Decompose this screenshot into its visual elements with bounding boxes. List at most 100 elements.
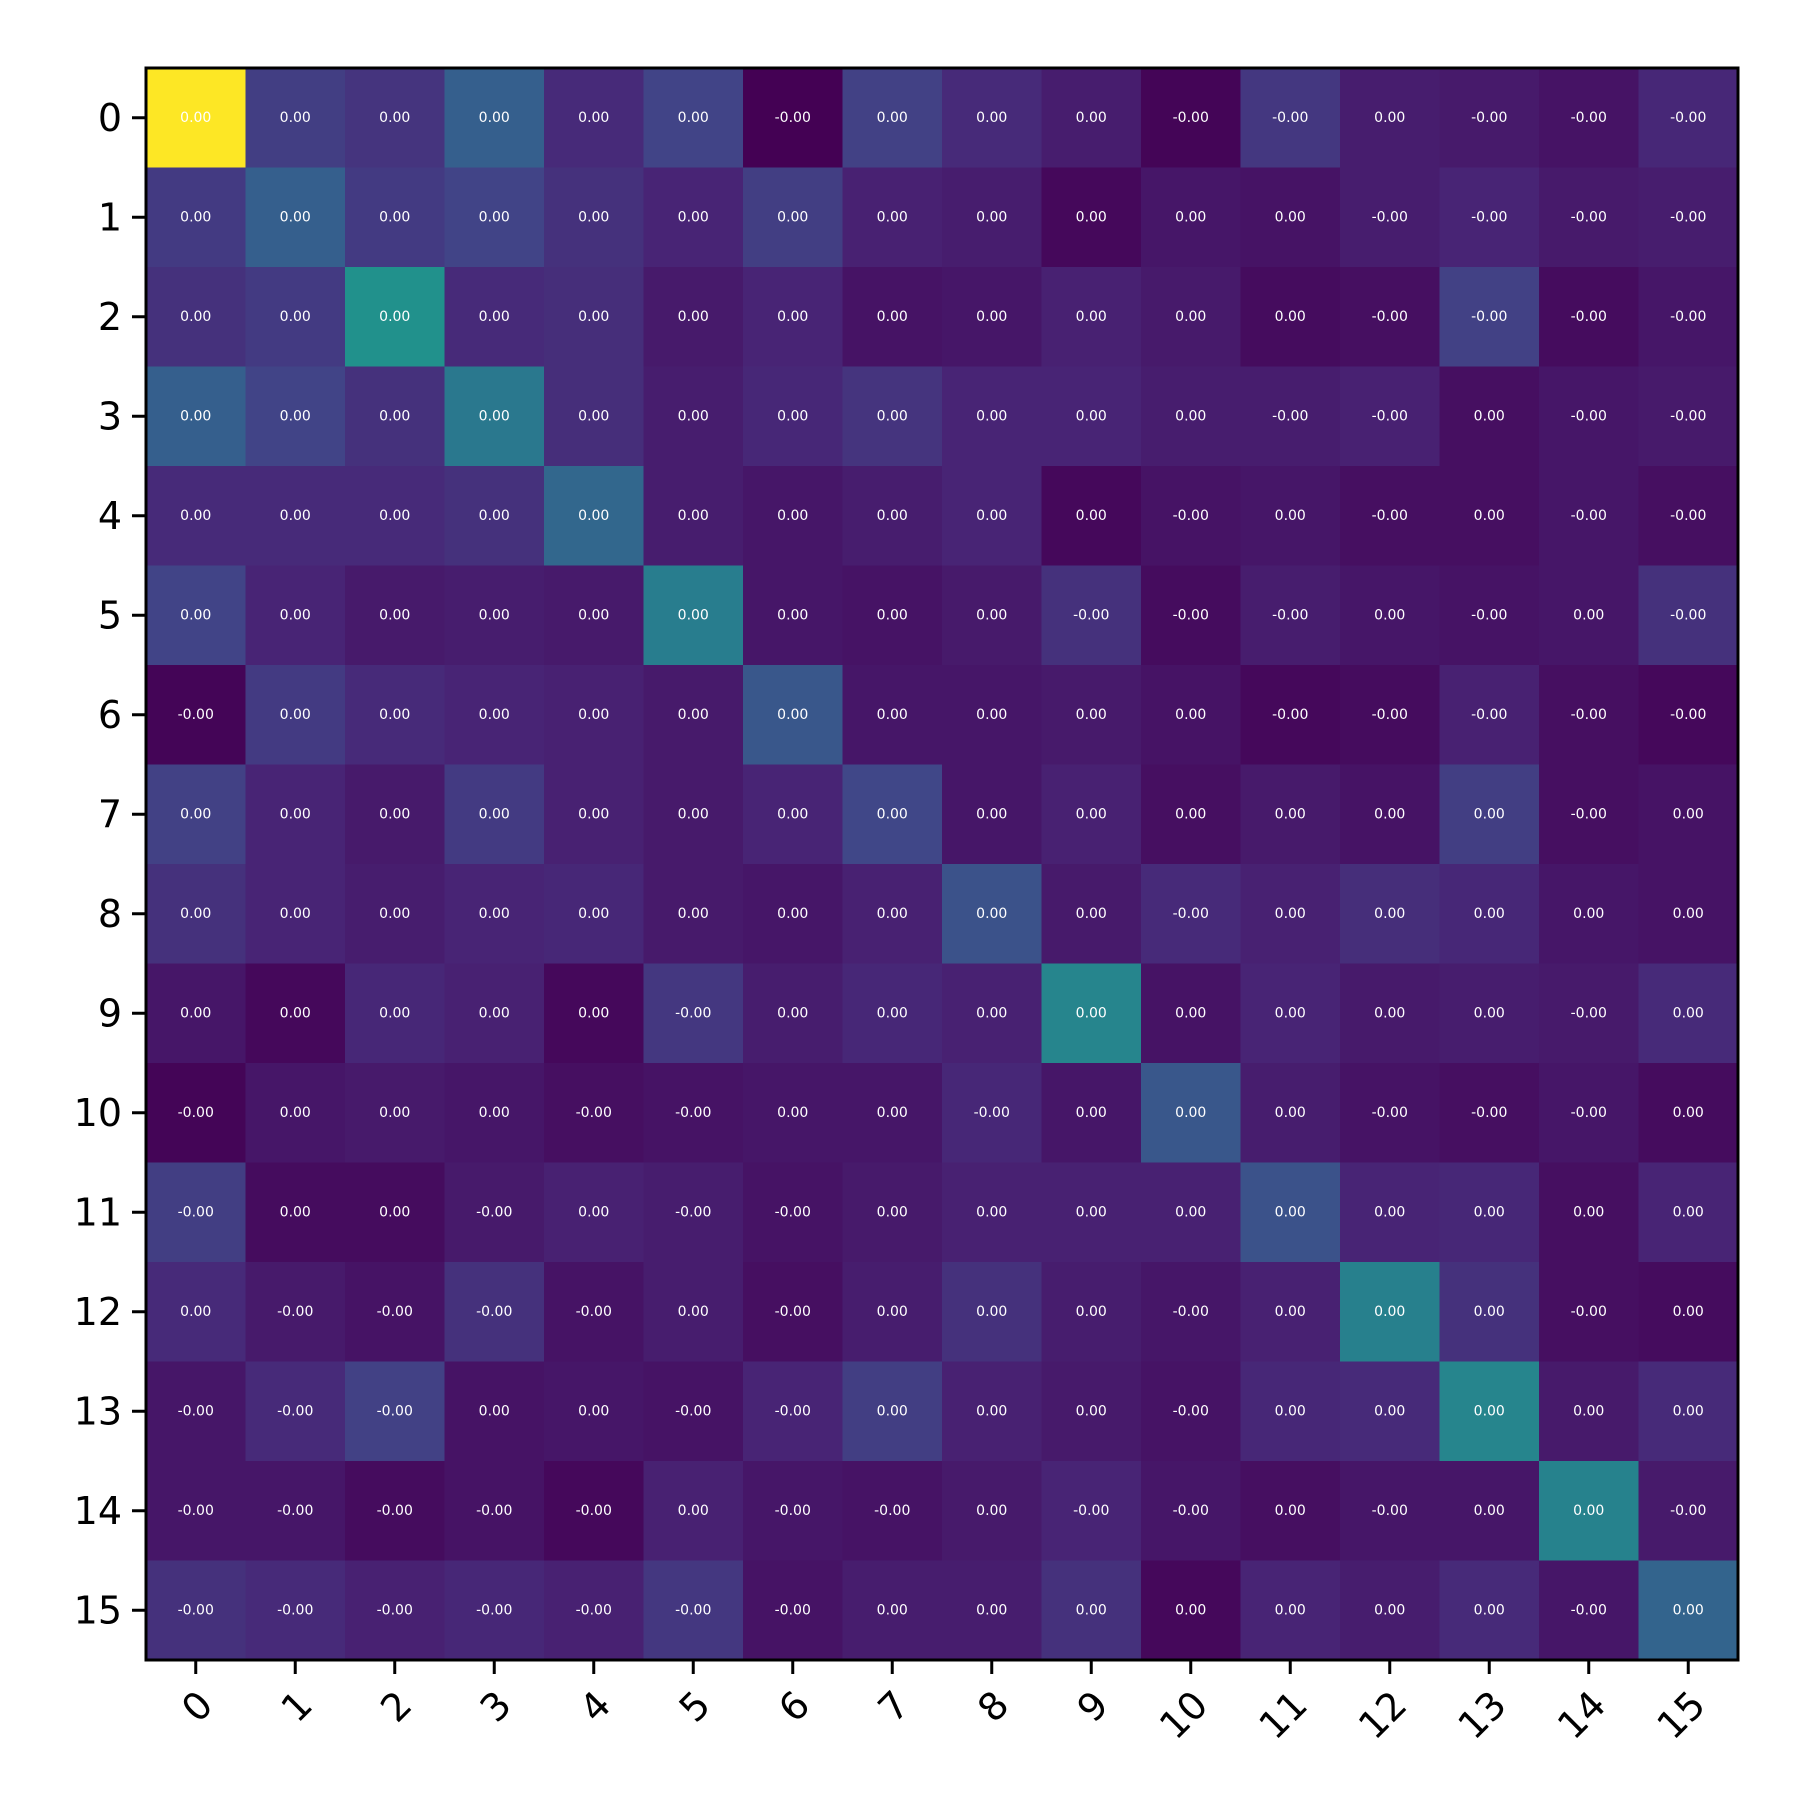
x-tick-label-5: 5	[671, 1682, 719, 1730]
cell-value-label-7-12: 0.00	[1374, 806, 1405, 822]
cell-value-label-4-0: 0.00	[180, 508, 211, 524]
heatmap-cell-13-7	[842, 1361, 943, 1462]
heatmap-cell-0-6	[743, 68, 844, 169]
cell-value-label-15-3: -0.00	[476, 1602, 512, 1618]
heatmap-cell-14-8	[942, 1461, 1043, 1562]
cell-value-label-2-14: -0.00	[1571, 309, 1607, 325]
cell-value-label-14-13: 0.00	[1474, 1503, 1505, 1519]
heatmap-cell-5-9	[1041, 565, 1142, 666]
cell-value-label-8-8: 0.00	[976, 906, 1007, 922]
cell-value-label-0-9: 0.00	[1076, 110, 1107, 126]
cell-value-label-11-14: 0.00	[1573, 1204, 1604, 1220]
heatmap-cell-6-0	[146, 665, 247, 766]
cell-value-label-6-6: 0.00	[777, 707, 808, 723]
cell-value-label-10-15: 0.00	[1673, 1105, 1704, 1121]
heatmap-cell-7-1	[245, 764, 346, 865]
cell-value-label-11-2: 0.00	[379, 1204, 410, 1220]
heatmap-cell-15-4	[544, 1560, 645, 1661]
cell-value-label-3-14: -0.00	[1571, 408, 1607, 424]
cell-value-label-7-15: 0.00	[1673, 806, 1704, 822]
heatmap-cell-15-2	[345, 1560, 446, 1661]
heatmap-cell-6-8	[942, 665, 1043, 766]
cell-value-label-9-4: 0.00	[578, 1005, 609, 1021]
cell-value-label-8-13: 0.00	[1474, 906, 1505, 922]
y-tick-label-9: 9	[98, 991, 122, 1035]
heatmap-cell-10-9	[1041, 1063, 1142, 1164]
heatmap-cell-7-9	[1041, 764, 1142, 865]
cell-value-label-5-8: 0.00	[976, 607, 1007, 623]
cell-value-label-14-12: -0.00	[1372, 1503, 1408, 1519]
heatmap-cell-labels: 0.00 0.00 0.00 0.00 0.00 0.00 -0.00 0.00 0.00 0.0…	[178, 110, 1707, 1619]
cell-value-label-9-3: 0.00	[479, 1005, 510, 1021]
cell-value-label-14-6: -0.00	[775, 1503, 811, 1519]
cell-value-label-2-5: 0.00	[678, 309, 709, 325]
heatmap-cell-7-0	[146, 764, 247, 865]
heatmap-cell-7-12	[1340, 764, 1441, 865]
x-tick-label-8: 8	[969, 1682, 1017, 1730]
heatmap-cell-1-8	[942, 167, 1043, 268]
heatmap-cell-15-7	[842, 1560, 943, 1661]
heatmap-cell-15-10	[1141, 1560, 1242, 1661]
cell-value-label-10-8: -0.00	[974, 1105, 1010, 1121]
heatmap-cell-4-13	[1439, 466, 1540, 567]
cell-value-label-5-5: 0.00	[678, 607, 709, 623]
cell-value-label-10-7: 0.00	[877, 1105, 908, 1121]
heatmap-cell-2-6	[743, 267, 844, 368]
heatmap-cell-11-12	[1340, 1162, 1441, 1263]
cell-value-label-5-2: 0.00	[379, 607, 410, 623]
cell-value-label-0-2: 0.00	[379, 110, 410, 126]
cell-value-label-12-7: 0.00	[877, 1304, 908, 1320]
heatmap-cell-0-5	[643, 68, 744, 169]
heatmap-cell-14-13	[1439, 1461, 1540, 1562]
cell-value-label-6-12: -0.00	[1372, 707, 1408, 723]
cell-value-label-7-2: 0.00	[379, 806, 410, 822]
cell-value-label-7-14: -0.00	[1571, 806, 1607, 822]
heatmap-cell-14-7	[842, 1461, 943, 1562]
cell-value-label-15-1: -0.00	[277, 1602, 313, 1618]
heatmap-cell-13-5	[643, 1361, 744, 1462]
cell-value-label-8-1: 0.00	[280, 906, 311, 922]
x-tick-label-14: 14	[1549, 1682, 1614, 1747]
y-tick-label-12: 12	[74, 1290, 122, 1334]
cell-value-label-10-11: 0.00	[1275, 1105, 1306, 1121]
cell-value-label-13-15: 0.00	[1673, 1403, 1704, 1419]
heatmap-cell-14-6	[743, 1461, 844, 1562]
heatmap-cell-11-9	[1041, 1162, 1142, 1263]
heatmap-cell-7-10	[1141, 764, 1242, 865]
heatmap-cell-11-2	[345, 1162, 446, 1263]
heatmap-cell-13-6	[743, 1361, 844, 1462]
cell-value-label-3-12: -0.00	[1372, 408, 1408, 424]
cell-value-label-11-8: 0.00	[976, 1204, 1007, 1220]
heatmap-cell-15-9	[1041, 1560, 1142, 1661]
heatmap-cell-4-5	[643, 466, 744, 567]
heatmap-cell-6-14	[1539, 665, 1640, 766]
heatmap-cell-11-3	[444, 1162, 545, 1263]
heatmap-cell-1-12	[1340, 167, 1441, 268]
cell-value-label-12-13: 0.00	[1474, 1304, 1505, 1320]
heatmap-cell-10-13	[1439, 1063, 1540, 1164]
heatmap-cell-11-4	[544, 1162, 645, 1263]
heatmap-cell-8-3	[444, 864, 545, 965]
heatmap-cell-8-0	[146, 864, 247, 965]
cell-value-label-4-1: 0.00	[280, 508, 311, 524]
cell-value-label-12-2: -0.00	[377, 1304, 413, 1320]
heatmap-cell-15-14	[1539, 1560, 1640, 1661]
heatmap-cell-7-2	[345, 764, 446, 865]
cell-value-label-13-9: 0.00	[1076, 1403, 1107, 1419]
heatmap-cell-3-9	[1041, 366, 1142, 467]
y-tick-label-13: 13	[74, 1389, 122, 1433]
cell-value-label-3-3: 0.00	[479, 408, 510, 424]
cell-value-label-1-14: -0.00	[1571, 209, 1607, 225]
cell-value-label-10-2: 0.00	[379, 1105, 410, 1121]
heatmap-cell-4-7	[842, 466, 943, 567]
heatmap-cell-12-11	[1240, 1262, 1341, 1363]
heatmap-cell-7-15	[1638, 764, 1739, 865]
cell-value-label-8-15: 0.00	[1673, 906, 1704, 922]
y-tick-label-4: 4	[98, 494, 122, 538]
y-tick-label-6: 6	[98, 693, 122, 737]
heatmap-cell-3-14	[1539, 366, 1640, 467]
heatmap-cell-9-3	[444, 963, 545, 1064]
heatmap-cell-8-5	[643, 864, 744, 965]
cell-value-label-15-15: 0.00	[1673, 1602, 1704, 1618]
